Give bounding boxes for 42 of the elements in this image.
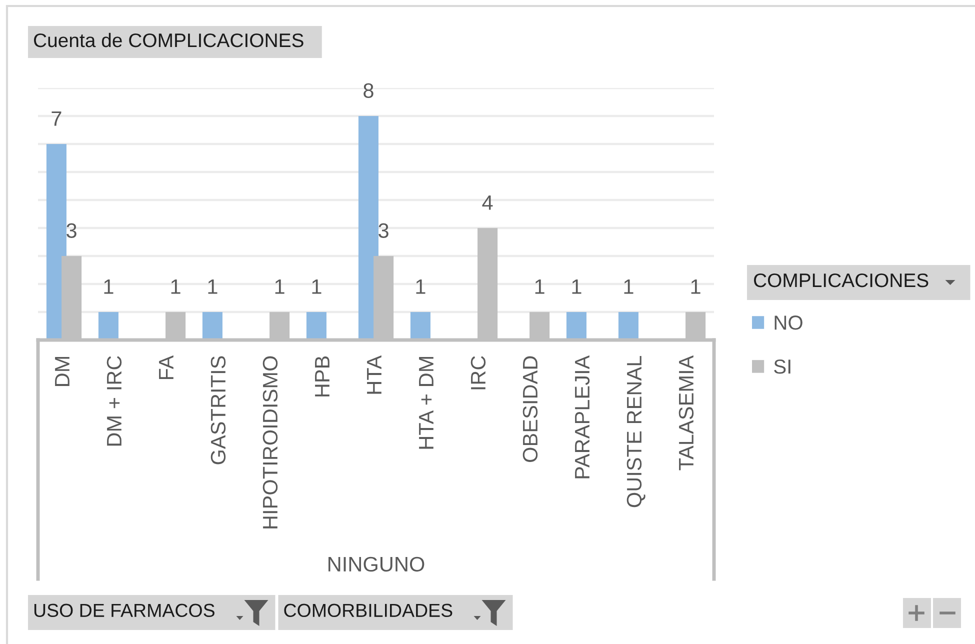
data-label: 1: [691, 279, 700, 294]
data-label: 3: [66, 223, 76, 238]
data-label: 4: [482, 195, 493, 210]
data-label: 1: [171, 279, 180, 294]
data-label: 1: [312, 279, 322, 294]
x-tick-label: HIPOTIROIDISMO: [262, 356, 278, 528]
x-tick-label: DM: [55, 356, 70, 386]
data-label: 1: [624, 279, 634, 294]
x-tick-label: QUISTE RENAL: [626, 356, 646, 508]
data-label: 7: [52, 111, 62, 126]
x-tick-label: GASTRITIS: [210, 356, 226, 464]
data-label: 1: [572, 279, 582, 294]
x-tick-label: FA: [159, 355, 174, 380]
bar: [410, 312, 430, 340]
data-label: 1: [208, 279, 218, 294]
x-tick-label: PARAPLEJIA: [575, 355, 590, 478]
bar: [202, 312, 222, 340]
x-tick-label: IRC: [470, 356, 486, 390]
data-label: 3: [378, 223, 388, 238]
x-tick-label: DM + IRC: [106, 356, 122, 446]
x-axis-title: NINGUNO: [328, 556, 424, 572]
bar: [98, 312, 118, 340]
legend-label: SI: [774, 359, 790, 374]
legend-label: NO: [774, 316, 802, 330]
data-label: 1: [535, 279, 544, 294]
data-label: 8: [364, 83, 374, 98]
bar: [358, 116, 378, 340]
x-tick-label: TALASEMIA: [678, 355, 694, 470]
bar: [618, 312, 638, 340]
x-tick-label: HTA + DM: [419, 356, 434, 449]
chart-title: Cuenta de COMPLICACIONES: [34, 32, 304, 48]
legend-title: COMPLICACIONES: [754, 273, 928, 288]
text: COMORBILIDADES: [284, 604, 452, 618]
data-label: 1: [416, 279, 426, 294]
x-tick-label: HPB: [315, 356, 330, 396]
x-tick-label: OBESIDAD: [522, 356, 538, 462]
data-label: 1: [104, 279, 114, 294]
x-tick-label: HTA: [367, 355, 382, 394]
bar: [306, 312, 326, 340]
bar: [566, 312, 586, 340]
text: USO DE FARMACOS: [34, 604, 214, 618]
data-label: 1: [275, 279, 284, 294]
